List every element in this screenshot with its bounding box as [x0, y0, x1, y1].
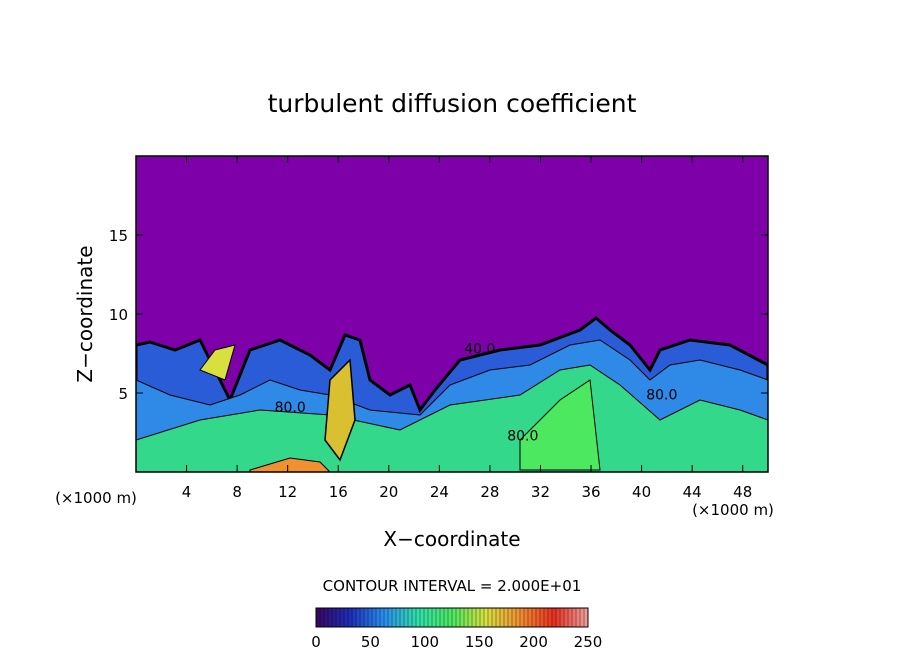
peak-region — [324, 358, 356, 462]
colorbar-tick-label: 50 — [361, 633, 380, 651]
x-tick-label: 40 — [632, 483, 651, 501]
x-tick-label: 8 — [232, 483, 242, 501]
x-tick-label: 48 — [733, 483, 752, 501]
x-tick-label: 28 — [480, 483, 499, 501]
x-tick-label: 20 — [379, 483, 398, 501]
colorbar-tick-label: 250 — [574, 633, 603, 651]
x-tick-label: 16 — [329, 483, 348, 501]
contour-label: 80.0 — [646, 387, 677, 403]
chart-title: turbulent diffusion coefficient — [268, 89, 637, 118]
x-unit: (×1000 m) — [55, 489, 137, 507]
contour-label: 80.0 — [507, 428, 538, 444]
contour-label: 40.0 — [464, 342, 495, 358]
contour-interval: CONTOUR INTERVAL = 2.000E+01 — [323, 577, 582, 595]
colorbar-tick-label: 0 — [311, 633, 321, 651]
x-tick-label: 32 — [531, 483, 550, 501]
x-tick-label: 44 — [683, 483, 702, 501]
x-tick-label: 24 — [430, 483, 449, 501]
contour-label: 80.0 — [275, 400, 306, 416]
core-region — [136, 364, 768, 472]
y-tick-label: 5 — [118, 385, 128, 403]
core-region — [519, 379, 601, 471]
x-unit: (×1000 m) — [692, 501, 774, 519]
x-axis-label: X−coordinate — [383, 527, 520, 551]
y-tick-label: 15 — [109, 227, 128, 245]
colorbar-tick-label: 100 — [410, 633, 439, 651]
field — [136, 316, 768, 472]
colorbar-tick-label: 200 — [519, 633, 548, 651]
y-tick-label: 10 — [109, 306, 128, 324]
x-tick-label: 4 — [182, 483, 192, 501]
y-axis-label: Z−coordinate — [73, 245, 97, 382]
x-tick-label: 12 — [278, 483, 297, 501]
x-tick-label: 36 — [581, 483, 600, 501]
colorbar-tick-label: 150 — [465, 633, 494, 651]
peak-region — [199, 344, 236, 381]
